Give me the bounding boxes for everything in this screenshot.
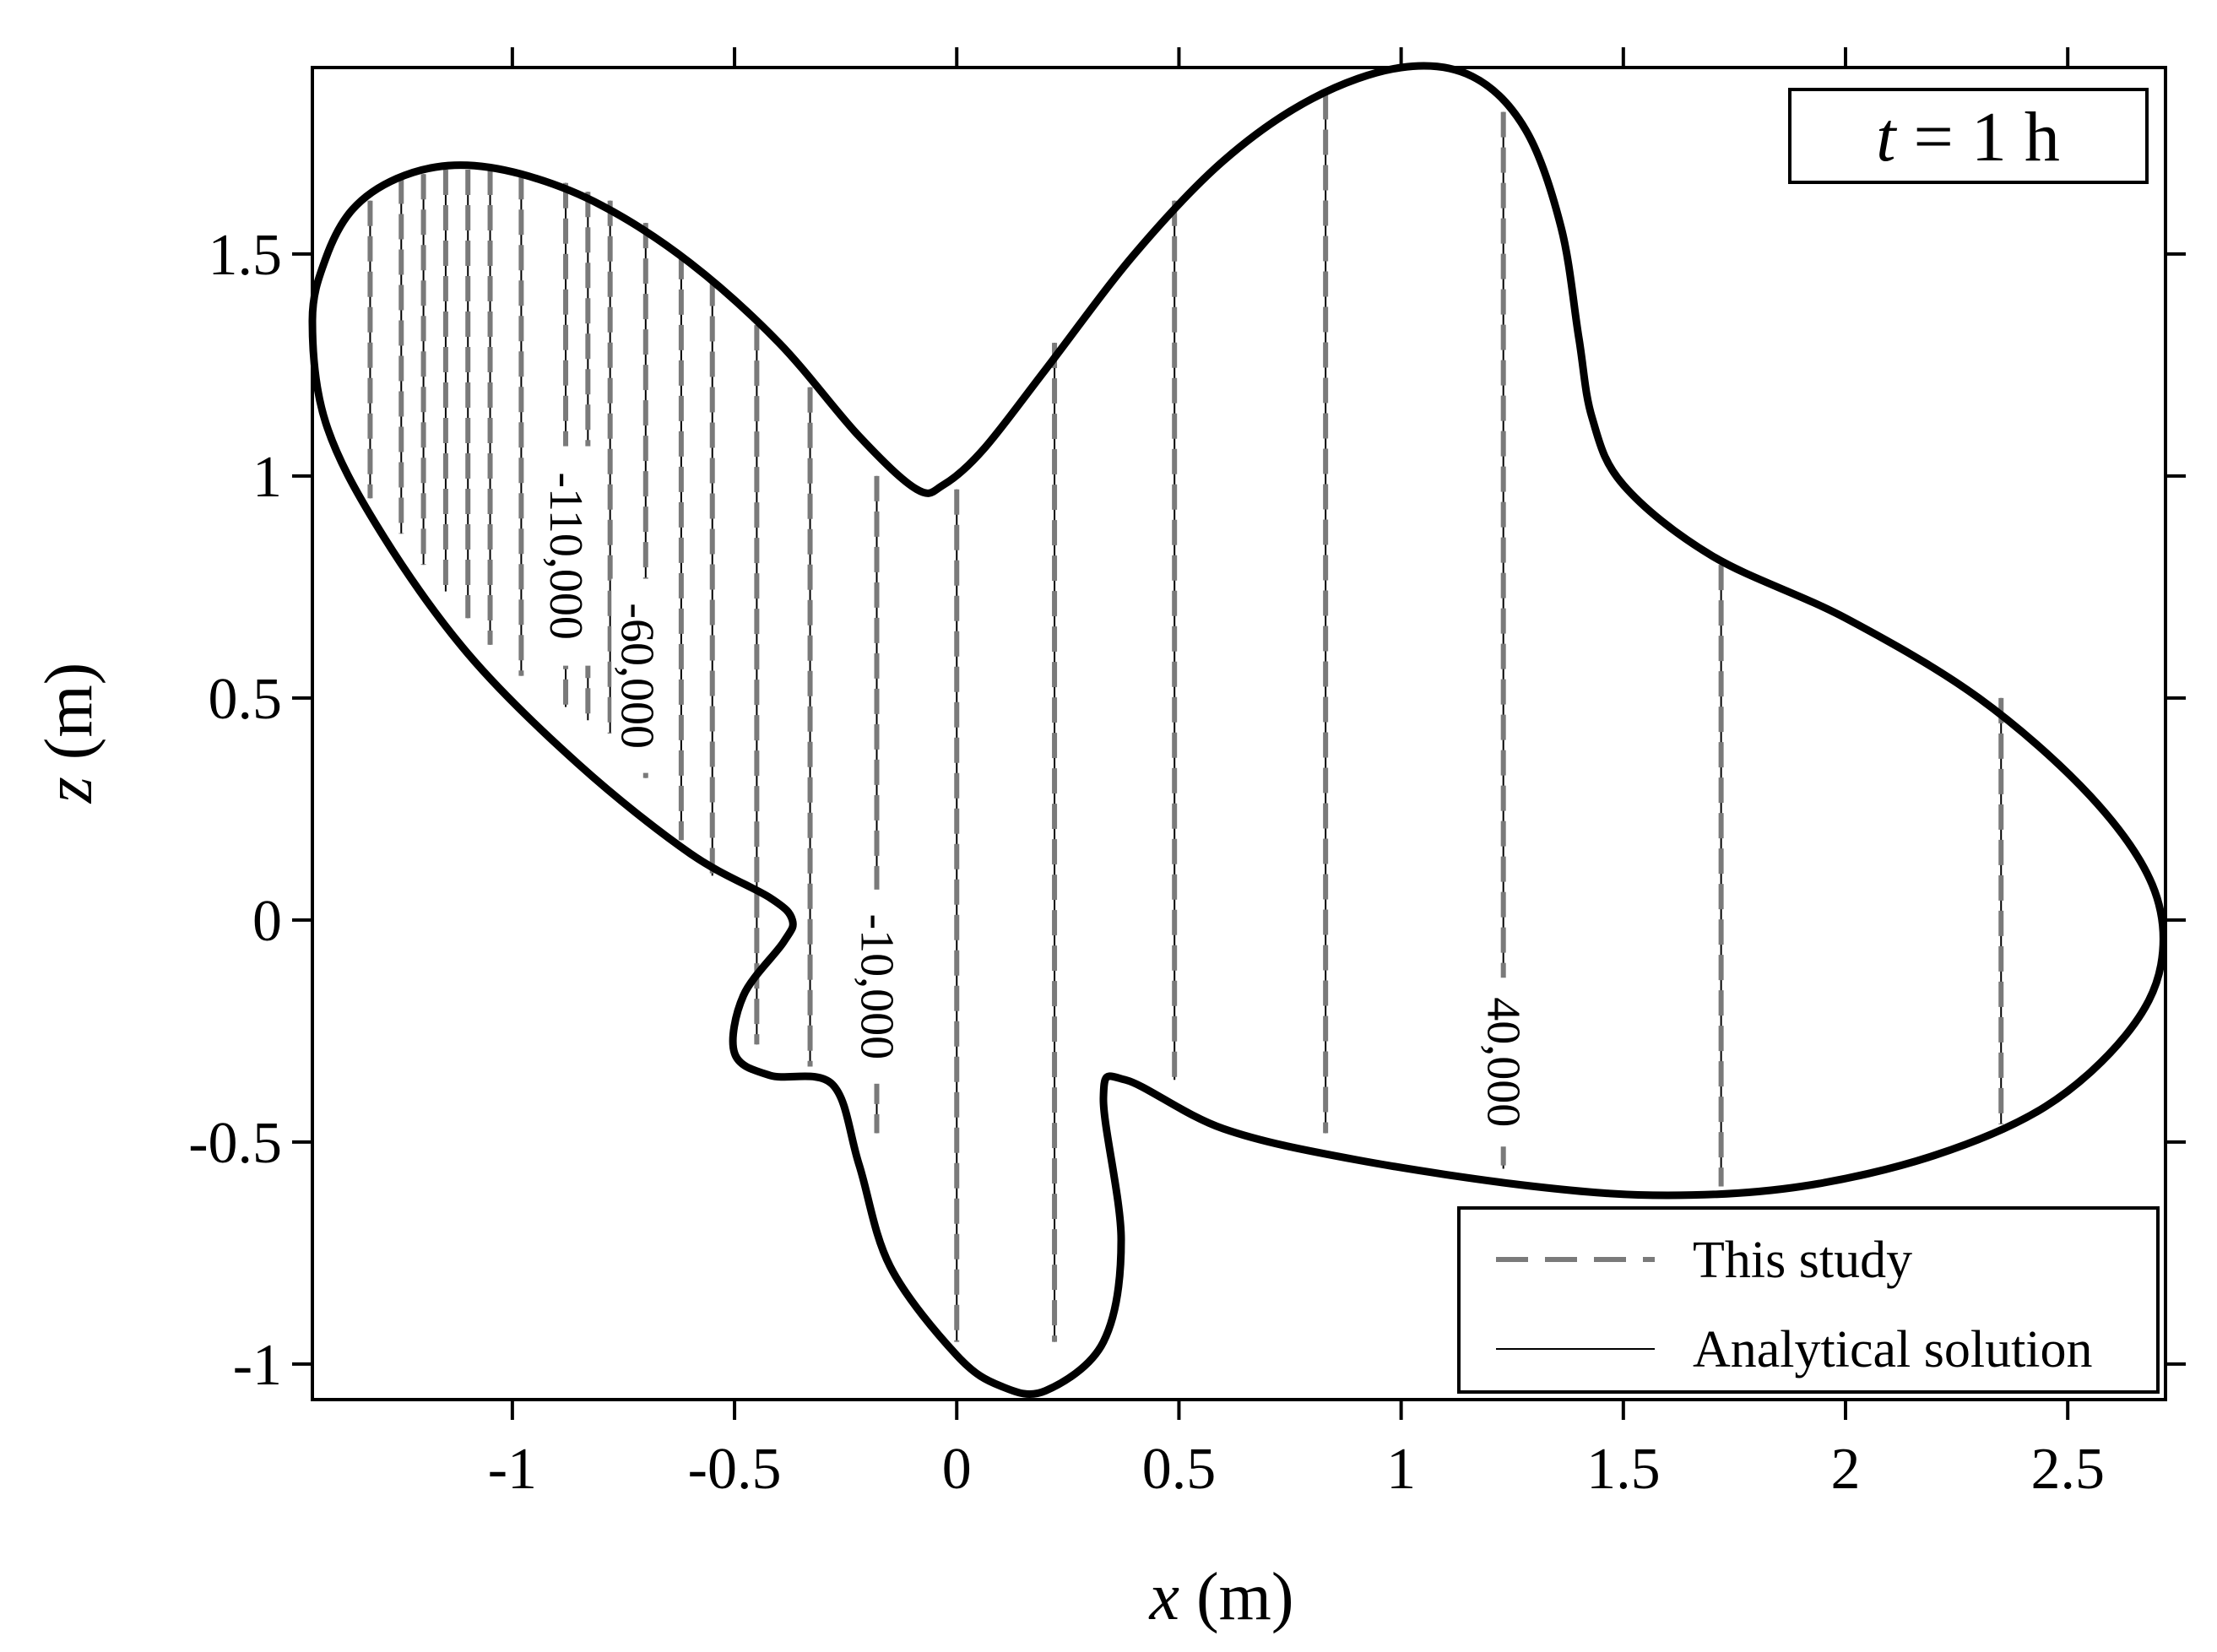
domain-boundary (308, 62, 2167, 1398)
y-tick-label-5: 1.5 (209, 223, 283, 288)
contour-label-bg-0 (540, 446, 592, 666)
contour-label-0: -110,000 (539, 472, 592, 640)
contour-label-bg-3 (1477, 978, 1529, 1147)
time-annotation-text: t = 1 h (1876, 98, 2060, 176)
legend-label-analytical: Analytical solution (1693, 1321, 2093, 1378)
x-tick-label-2: 0 (942, 1437, 972, 1502)
x-tick-label-0: -1 (488, 1437, 537, 1502)
time-annotation-box (1788, 88, 2149, 184)
plot-frame (311, 66, 2167, 1401)
x-tick-label-3: 0.5 (1142, 1437, 1217, 1502)
x-tick-label-1: -0.5 (688, 1437, 782, 1502)
y-tick-label-0: -1 (233, 1333, 282, 1398)
y-tick-label-1: -0.5 (188, 1111, 282, 1176)
x-tick-label-5: 1.5 (1586, 1437, 1661, 1502)
axis-ticks (292, 47, 2186, 1420)
x-tick-label-6: 2 (1831, 1437, 1861, 1502)
tick-labels: -1 -0.5 0 0.5 1 1.5 2 2.5 -1 -0.5 0 0.5 1 1.5 (188, 223, 2105, 1502)
contour-label-3: 40,000 (1477, 997, 1530, 1127)
y-tick-label-3: 0.5 (209, 667, 283, 732)
legend-label-this-study: This study (1693, 1232, 1912, 1289)
contour-label-bg-1 (611, 578, 663, 773)
x-axis-title: x (m) (1148, 1560, 1293, 1634)
contour-labels: -110,000 -60,000 -10,000 40,000 (539, 446, 1530, 1147)
x-tick-label-7: 2.5 (2030, 1437, 2105, 1502)
time-annotation: t = 1 h (1788, 88, 2149, 184)
legend-box (1457, 1206, 2160, 1394)
y-axis-title: z (m) (32, 663, 106, 804)
legend: This study Analytical solution (1457, 1206, 2160, 1394)
contour-label-2: -10,000 (851, 913, 903, 1059)
y-tick-label-2: 0 (252, 889, 282, 954)
x-tick-label-4: 1 (1386, 1437, 1416, 1502)
contour-label-bg-2 (851, 889, 903, 1084)
y-tick-label-4: 1 (252, 445, 282, 510)
contour-label-1: -60,000 (610, 603, 663, 749)
